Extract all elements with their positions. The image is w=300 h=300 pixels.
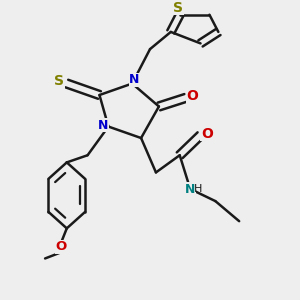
Text: N: N (129, 73, 140, 86)
Text: O: O (56, 241, 67, 254)
Text: H: H (194, 184, 202, 194)
Text: S: S (173, 1, 183, 15)
Text: N: N (98, 118, 108, 132)
Text: O: O (186, 89, 198, 103)
Text: S: S (54, 74, 64, 88)
Text: O: O (201, 127, 213, 141)
Text: N: N (185, 183, 195, 196)
